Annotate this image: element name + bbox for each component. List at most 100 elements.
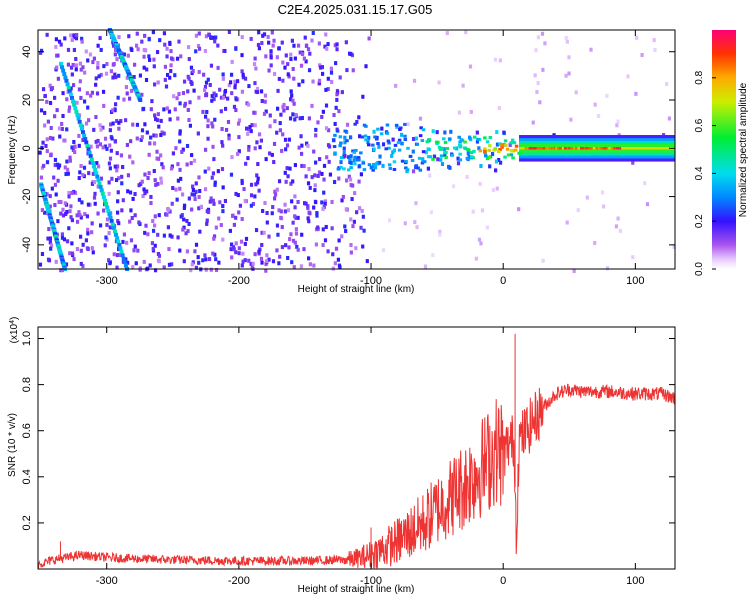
heatmap-cell — [307, 256, 311, 261]
heatmap-cell — [232, 104, 237, 109]
heatmap-cell — [361, 94, 365, 99]
main-line-peak — [563, 147, 567, 150]
heatmap-cell — [70, 145, 74, 150]
heatmap-cluster-cell — [493, 147, 498, 151]
heatmap-cell — [371, 162, 376, 167]
heatmap-cluster-cell — [403, 137, 408, 141]
heatmap-cell — [186, 74, 190, 79]
heatmap-cluster-cell — [405, 170, 409, 174]
heatmap-cell — [67, 226, 71, 231]
heatmap-cell — [129, 208, 133, 213]
heatmap-cell — [351, 68, 355, 73]
heatmap-streak-cell — [61, 68, 66, 73]
heatmap-cell — [234, 46, 238, 51]
heatmap-cluster-cell — [384, 147, 388, 151]
heatmap-cell — [125, 142, 129, 147]
heatmap-cell — [494, 159, 499, 164]
heatmap-cell — [103, 243, 107, 248]
heatmap-cell — [456, 156, 460, 161]
heatmap-cell — [237, 251, 241, 256]
heatmap-streak-cell — [116, 239, 121, 244]
heatmap-cell — [165, 72, 170, 77]
heatmap-cell — [126, 53, 130, 58]
heatmap-cell — [349, 250, 353, 255]
heatmap-cell — [149, 135, 153, 140]
heatmap-cell — [60, 268, 65, 273]
heatmap-cell — [334, 105, 338, 110]
heatmap-cluster-cell — [437, 145, 442, 149]
heatmap-cell — [616, 216, 620, 221]
heatmap-cell — [272, 160, 276, 165]
heatmap-cell — [643, 181, 647, 186]
heatmap-cluster-cell — [377, 160, 382, 164]
heatmap-cell — [191, 187, 195, 192]
heatmap-cell — [354, 246, 358, 251]
heatmap-cell — [169, 68, 173, 73]
heatmap-cell — [517, 207, 521, 212]
heatmap-cell — [211, 144, 215, 149]
heatmap-cell — [153, 113, 157, 118]
heatmap-cell — [329, 66, 333, 71]
heatmap-cell — [116, 95, 120, 100]
heatmap-cell — [340, 234, 344, 239]
heatmap-cell — [326, 249, 330, 254]
heatmap-cell — [297, 82, 301, 87]
heatmap-cell — [197, 206, 201, 211]
heatmap-cell — [97, 74, 101, 79]
heatmap-cell — [69, 204, 73, 209]
heatmap-cell — [283, 202, 287, 207]
line-ylabel: SNR (10 * v/v) — [7, 413, 18, 477]
heatmap-cell — [159, 118, 163, 123]
colorbar-ticks: 0.0 0.2 0.4 0.6 0.8 — [694, 70, 716, 276]
heatmap-cell — [186, 45, 191, 50]
heatmap-cell — [49, 152, 53, 157]
heatmap-cell — [108, 143, 112, 148]
heatmap-cell — [152, 57, 156, 62]
heatmap-cell — [339, 160, 343, 165]
heatmap-cell — [81, 264, 85, 269]
heatmap-cell — [565, 220, 569, 225]
heatmap-cell — [134, 261, 138, 266]
heatmap-cell — [258, 247, 262, 252]
heatmap-cell — [122, 97, 126, 102]
heatmap-cell — [158, 38, 162, 43]
heatmap-cell — [67, 194, 71, 199]
heatmap-cell — [218, 200, 222, 205]
heatmap-cell — [109, 69, 113, 74]
heatmap-cell — [60, 126, 64, 131]
heatmap-cell — [154, 117, 158, 122]
heatmap-cell — [261, 33, 265, 38]
heatmap-cell — [148, 57, 152, 62]
heatmap-cell — [53, 157, 58, 162]
heatmap-cell — [159, 176, 163, 181]
heatmap-cell — [227, 30, 231, 35]
heatmap-cell — [216, 169, 220, 174]
heatmap-cell — [241, 72, 245, 77]
heatmap-cell — [300, 116, 304, 121]
heatmap-cell — [43, 110, 47, 115]
heatmap-cell — [266, 34, 270, 39]
heatmap-cell — [312, 263, 316, 268]
heatmap-cell — [126, 260, 130, 265]
heatmap-cell — [423, 264, 428, 269]
heatmap-streak-cell — [117, 243, 122, 248]
heatmap-cell — [294, 231, 299, 236]
heatmap-cell — [278, 121, 282, 126]
heatmap-cell — [234, 191, 238, 196]
heatmap-cell — [497, 105, 501, 110]
heatmap-cell — [499, 160, 503, 165]
heatmap-cell — [364, 64, 368, 69]
main-line-peak — [528, 147, 532, 150]
heatmap-cell — [159, 153, 163, 158]
heatmap-cell — [93, 191, 97, 196]
heatmap-cell — [240, 263, 244, 268]
heatmap-streak-cell — [74, 109, 79, 114]
heatmap-cell — [406, 122, 410, 127]
heatmap-streak-cell — [107, 212, 112, 217]
heatmap-cluster-cell — [396, 141, 401, 145]
heatmap-cell — [181, 147, 185, 152]
heatmap-cell — [162, 265, 166, 270]
heatmap-cell — [272, 71, 277, 76]
heatmap-cell — [170, 234, 174, 239]
heatmap-cell — [298, 116, 302, 121]
